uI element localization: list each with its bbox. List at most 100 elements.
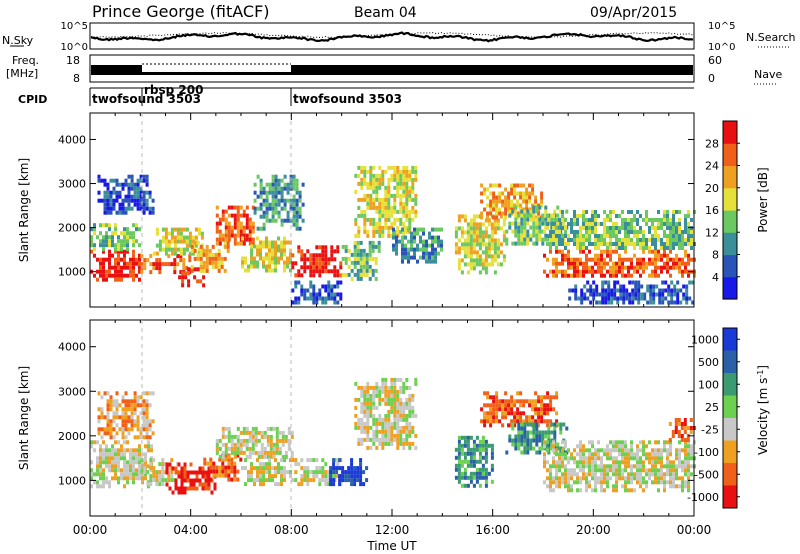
- power-cell: [173, 235, 177, 240]
- velocity-cell: [660, 460, 663, 465]
- power-cell: [330, 245, 334, 250]
- power-cell: [300, 265, 304, 270]
- power-cell: [277, 236, 280, 241]
- power-cell: [472, 230, 476, 235]
- velocity-cell: [263, 430, 267, 435]
- power-cell: [202, 264, 206, 269]
- power-cell: [123, 249, 126, 254]
- velocity-cell: [681, 464, 684, 469]
- velocity-cell: [486, 415, 490, 420]
- velocity-cell: [597, 480, 600, 485]
- power-cell: [687, 222, 690, 226]
- power-cell: [555, 238, 558, 242]
- velocity-cell: [120, 448, 123, 453]
- velocity-cell: [460, 483, 464, 488]
- velocity-cell: [213, 486, 217, 491]
- power-cell: [108, 249, 111, 254]
- velocity-cell: [591, 452, 594, 457]
- power-cell: [283, 202, 287, 207]
- power-cell: [660, 253, 663, 258]
- velocity-cell: [242, 450, 246, 455]
- velocity-cell: [224, 457, 228, 462]
- power-cell: [179, 270, 183, 275]
- velocity-cell: [522, 419, 526, 424]
- velocity-cell: [269, 446, 273, 451]
- velocity-cell: [678, 464, 681, 469]
- velocity-cell: [338, 466, 342, 471]
- power-cell: [585, 230, 588, 234]
- power-cell: [627, 218, 630, 222]
- power-cell: [248, 233, 252, 238]
- velocity-cell: [678, 476, 681, 481]
- velocity-cell: [97, 407, 101, 412]
- velocity-cell: [639, 472, 642, 477]
- power-cell: [363, 217, 367, 222]
- power-cell: [513, 183, 517, 188]
- velocity-cell: [124, 403, 128, 408]
- velocity-cell: [475, 479, 479, 484]
- power-cell: [669, 230, 672, 234]
- power-cell: [567, 222, 570, 226]
- power-cell: [535, 217, 539, 222]
- power-cell: [597, 238, 600, 242]
- power-cell: [529, 217, 533, 222]
- power-cell: [556, 213, 560, 218]
- power-cell: [561, 261, 564, 266]
- power-cell: [129, 231, 132, 236]
- velocity-cell: [618, 464, 621, 469]
- power-cell: [535, 225, 539, 230]
- velocity-cell: [278, 430, 282, 435]
- velocity-cell: [378, 389, 382, 394]
- velocity-cell: [609, 440, 612, 445]
- velocity-cell: [148, 391, 152, 396]
- noise-right-label: N.Search: [746, 31, 796, 44]
- velocity-cell: [180, 466, 184, 471]
- power-cell: [615, 246, 618, 250]
- velocity-cell: [582, 468, 585, 473]
- power-cell: [646, 300, 650, 305]
- power-cell: [633, 253, 636, 258]
- velocity-cell: [259, 478, 262, 483]
- velocity-cell: [457, 459, 461, 464]
- velocity-cell: [230, 434, 234, 439]
- power-cell: [592, 280, 596, 285]
- power-cell: [208, 256, 212, 261]
- velocity-cell: [96, 456, 99, 461]
- power-cell: [344, 256, 348, 261]
- velocity-cell: [483, 391, 487, 396]
- velocity-cell: [303, 478, 307, 483]
- power-cell: [265, 252, 268, 257]
- power-cell: [495, 203, 499, 208]
- power-cell: [511, 221, 515, 226]
- power-cell: [93, 243, 96, 248]
- velocity-cell: [639, 464, 642, 469]
- velocity-cell: [487, 471, 491, 476]
- power-cell: [513, 191, 517, 196]
- velocity-cell: [384, 429, 388, 434]
- velocity-cell: [354, 421, 358, 426]
- velocity-cell: [354, 405, 358, 410]
- power-cell: [463, 246, 467, 251]
- power-cell: [636, 218, 639, 222]
- velocity-cell: [666, 464, 669, 469]
- velocity-cell: [221, 457, 225, 462]
- velocity-cell: [402, 381, 406, 386]
- power-cell: [552, 226, 555, 230]
- velocity-cell: [106, 419, 110, 424]
- velocity-cell: [478, 483, 482, 488]
- velocity-cell: [564, 456, 567, 461]
- velocity-cell: [275, 450, 279, 455]
- power-cell: [187, 271, 191, 276]
- power-cell: [414, 197, 418, 202]
- power-cell: [690, 242, 693, 246]
- velocity-cell: [636, 460, 639, 465]
- power-cell: [564, 253, 567, 258]
- velocity-cell: [271, 474, 274, 479]
- velocity-cell: [274, 482, 277, 487]
- power-cell: [669, 234, 672, 238]
- power-cell: [221, 209, 225, 214]
- velocity-cell: [550, 422, 554, 427]
- velocity-cell: [254, 438, 258, 443]
- power-cell: [327, 280, 331, 285]
